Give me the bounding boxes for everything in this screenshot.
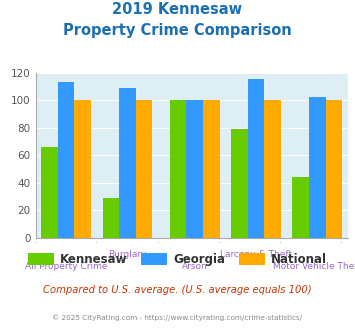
Bar	[170, 100, 186, 238]
Bar	[248, 80, 264, 238]
Text: 2019 Kennesaw: 2019 Kennesaw	[113, 2, 242, 16]
Bar	[231, 129, 248, 238]
Bar	[103, 198, 119, 238]
Bar	[203, 100, 220, 238]
Text: Burglary: Burglary	[108, 250, 147, 259]
Bar	[309, 97, 326, 238]
Text: © 2025 CityRating.com - https://www.cityrating.com/crime-statistics/: © 2025 CityRating.com - https://www.city…	[53, 314, 302, 321]
Bar	[293, 177, 309, 238]
Bar	[264, 100, 281, 238]
Legend: Kennesaw, Georgia, National: Kennesaw, Georgia, National	[23, 248, 332, 271]
Bar	[326, 100, 342, 238]
Text: Compared to U.S. average. (U.S. average equals 100): Compared to U.S. average. (U.S. average …	[43, 285, 312, 295]
Text: All Property Crime: All Property Crime	[25, 262, 107, 271]
Text: Larceny & Theft: Larceny & Theft	[220, 250, 292, 259]
Text: Motor Vehicle Theft: Motor Vehicle Theft	[273, 262, 355, 271]
Bar	[75, 100, 91, 238]
Bar	[186, 100, 203, 238]
Text: Property Crime Comparison: Property Crime Comparison	[63, 23, 292, 38]
Bar	[41, 147, 58, 238]
Text: Arson: Arson	[182, 262, 208, 271]
Bar	[58, 82, 75, 238]
Bar	[119, 88, 136, 238]
Bar	[136, 100, 152, 238]
